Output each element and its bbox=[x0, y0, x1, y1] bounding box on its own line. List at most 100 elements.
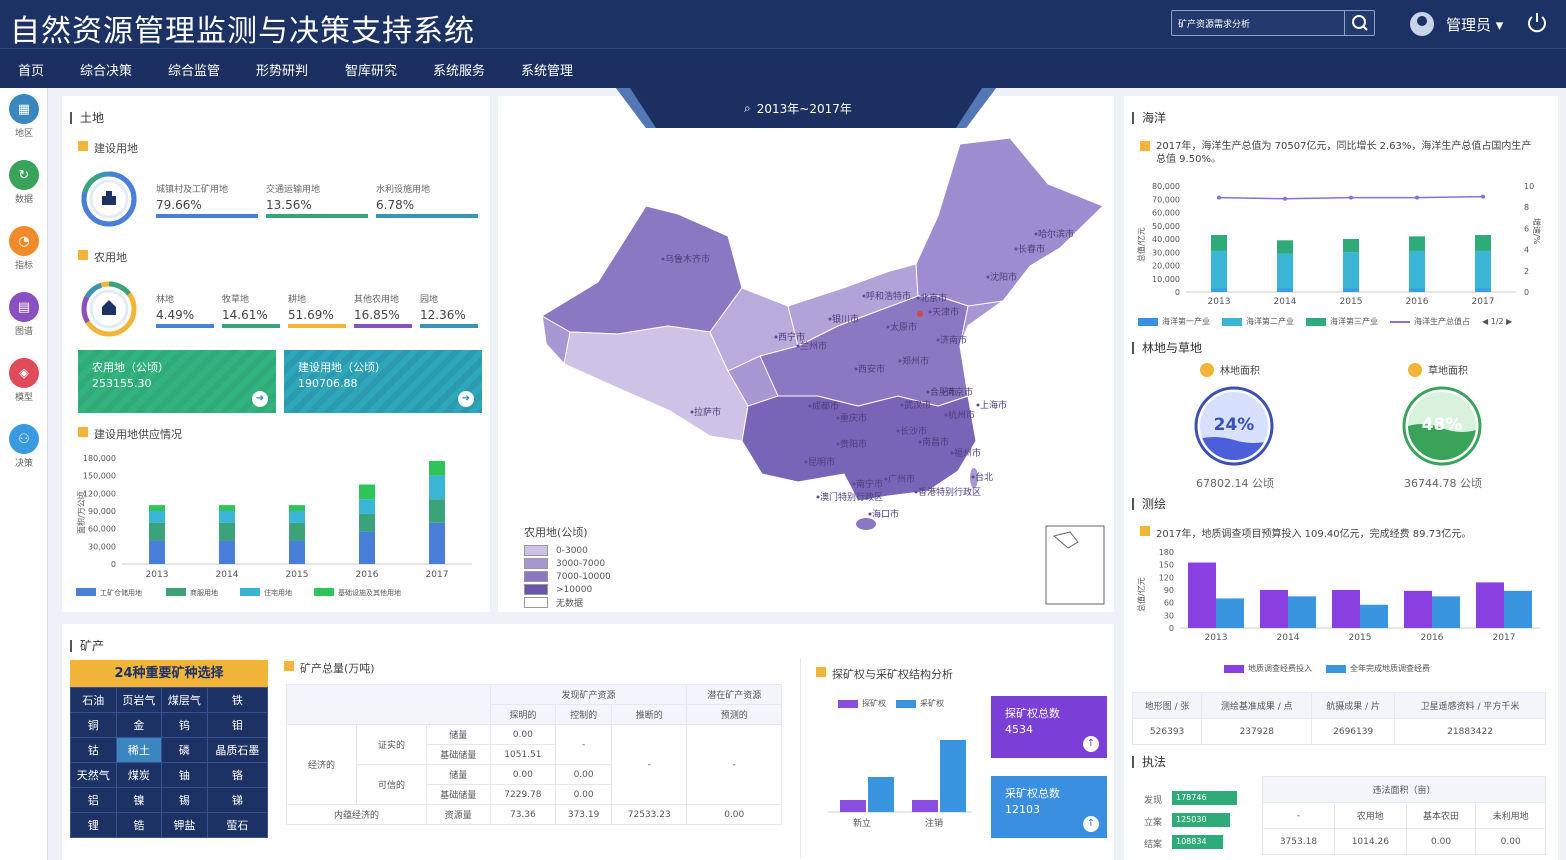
sidebar-item-graph[interactable]: ▤ 图谱 bbox=[0, 286, 48, 348]
stat-value: 14.61% bbox=[222, 308, 268, 322]
mineral-option[interactable]: 锆 bbox=[115, 812, 163, 838]
sidebar-item-region[interactable]: ▦ 地区 bbox=[0, 88, 48, 150]
table-cell: 内蕴经济的 bbox=[286, 804, 427, 825]
exploration-rights-card[interactable]: 探矿权总数 4534 ↑ bbox=[991, 696, 1107, 758]
mineral-option[interactable]: 萤石 bbox=[206, 812, 269, 838]
legend-item[interactable]: 无数据 bbox=[524, 596, 611, 609]
farmland-card[interactable]: 农用地（公顷） 253155.30 ➜ bbox=[78, 350, 276, 413]
legend-label[interactable]: 全年完成地质调查经费 bbox=[1350, 664, 1430, 673]
subsection-title: 建设用地 bbox=[78, 140, 138, 156]
legend-label[interactable]: 地质调查经费投入 bbox=[1248, 664, 1312, 673]
y2-tick-label: 8 bbox=[1524, 203, 1529, 212]
legend-item[interactable]: 3000-7000 bbox=[524, 557, 611, 570]
legend-item[interactable]: 0-3000 bbox=[524, 544, 611, 557]
power-button[interactable] bbox=[1524, 10, 1550, 36]
mineral-option[interactable]: 石油 bbox=[70, 687, 117, 713]
mineral-option[interactable]: 金 bbox=[115, 712, 163, 738]
legend-label[interactable]: 海洋第二产业 bbox=[1246, 317, 1294, 326]
nav-item-service[interactable]: 系统服务 bbox=[433, 64, 486, 79]
legend-item[interactable]: >10000 bbox=[524, 583, 611, 596]
bar bbox=[1277, 288, 1293, 292]
x-tick-label: 2013 bbox=[146, 570, 169, 580]
bar bbox=[1475, 288, 1491, 292]
mineral-option[interactable]: 页岩气 bbox=[115, 687, 163, 713]
arrow-up-icon[interactable]: ↑ bbox=[1083, 816, 1099, 832]
city-label: 重庆市 bbox=[840, 412, 867, 424]
mineral-option[interactable]: 钾盐 bbox=[161, 812, 208, 838]
arrow-up-icon[interactable]: ↑ bbox=[1083, 736, 1099, 752]
nav-item-home[interactable]: 首页 bbox=[18, 64, 45, 79]
law-bar: 108834 bbox=[1172, 835, 1223, 849]
mineral-option[interactable]: 铁 bbox=[206, 687, 269, 713]
city-marker bbox=[868, 512, 872, 516]
sidebar-item-indicator[interactable]: ◔ 指标 bbox=[0, 220, 48, 282]
mineral-option[interactable]: 铜 bbox=[70, 712, 117, 738]
city-label: 西安市 bbox=[858, 363, 885, 375]
user-menu[interactable]: 管理员 ▾ bbox=[1410, 10, 1503, 38]
stat-label: 耕地 bbox=[288, 295, 307, 305]
mineral-option[interactable]: 钴 bbox=[70, 737, 117, 763]
map-region-central[interactable] bbox=[759, 295, 969, 407]
mineral-option[interactable]: 铀 bbox=[161, 762, 208, 788]
mineral-option[interactable]: 锡 bbox=[161, 787, 208, 813]
city-label: 香港特别行政区 bbox=[918, 486, 981, 498]
construction-card[interactable]: 建设用地（公顷） 190706.88 ➜ bbox=[284, 350, 482, 413]
legend-item[interactable]: 7000-10000 bbox=[524, 570, 611, 583]
x-tick-label: 2017 bbox=[1493, 633, 1516, 643]
mineral-option[interactable]: 稀土 bbox=[115, 737, 163, 763]
search-button[interactable] bbox=[1344, 11, 1374, 35]
table-head: 控制的 bbox=[555, 704, 612, 725]
stat-label: 水利设施用地 bbox=[376, 185, 431, 195]
mining-rights-card[interactable]: 采矿权总数 12103 ↑ bbox=[991, 776, 1107, 838]
search-input[interactable] bbox=[1172, 11, 1342, 35]
stat-label: 林地 bbox=[156, 295, 175, 305]
legend-swatch bbox=[240, 588, 260, 596]
city-marker bbox=[916, 296, 920, 300]
legend-label[interactable]: 海洋第一产业 bbox=[1162, 317, 1210, 326]
nav-item-thinktank[interactable]: 智库研究 bbox=[345, 64, 398, 79]
mineral-option[interactable]: 煤炭 bbox=[115, 762, 163, 788]
mineral-option[interactable]: 晶质石墨 bbox=[206, 737, 269, 763]
stat-label: 牧草地 bbox=[222, 295, 250, 305]
nav-item-analysis[interactable]: 形势研判 bbox=[256, 64, 309, 79]
map-region-hainan[interactable] bbox=[856, 518, 876, 530]
mineral-option[interactable]: 铬 bbox=[206, 762, 269, 788]
mineral-option[interactable]: 铝 bbox=[70, 787, 117, 813]
law-table: 违法面积（亩） - 农用地 基本农田 未利用地 3753.18 1014.26 0.00 0.0… bbox=[1262, 776, 1546, 855]
y-tick-label: 60,000 bbox=[1152, 209, 1180, 218]
leaf-icon bbox=[1408, 362, 1422, 377]
nav-item-supervision[interactable]: 综合监管 bbox=[168, 64, 221, 79]
mineral-option[interactable]: 天然气 bbox=[70, 762, 117, 788]
legend-label[interactable]: 海洋生产总值占 bbox=[1414, 317, 1470, 326]
arrow-right-icon[interactable]: ➜ bbox=[458, 391, 474, 407]
mineral-option[interactable]: 锂 bbox=[70, 812, 117, 838]
sidebar-item-data[interactable]: ↻ 数据 bbox=[0, 154, 48, 216]
city-marker bbox=[886, 325, 890, 329]
city-label: 郑州市 bbox=[902, 355, 929, 367]
nav-item-admin[interactable]: 系统管理 bbox=[521, 64, 574, 79]
sidebar-item-model[interactable]: ◈ 模型 bbox=[0, 352, 48, 414]
y2-tick-label: 6 bbox=[1524, 224, 1529, 233]
legend-pager[interactable]: ◀ 1/2 ▶ bbox=[1482, 317, 1513, 326]
legend-label[interactable]: 海洋第三产业 bbox=[1330, 317, 1378, 326]
table-cell: 0.00 bbox=[555, 784, 612, 805]
card-value: 253155.30 bbox=[92, 377, 152, 390]
mineral-option[interactable]: 磷 bbox=[161, 737, 208, 763]
period-label[interactable]: ⌕ 2013年~2017年 bbox=[744, 100, 852, 117]
city-marker bbox=[804, 460, 808, 464]
x-tick-label: 2016 bbox=[356, 570, 379, 580]
sidebar-item-decision[interactable]: ⚇ 决策 bbox=[0, 418, 48, 480]
city-marker bbox=[928, 310, 932, 314]
arrow-right-icon[interactable]: ➜ bbox=[252, 391, 268, 407]
city-marker bbox=[918, 440, 922, 444]
mineral-option[interactable]: 镍 bbox=[115, 787, 163, 813]
mineral-option[interactable]: 钨 bbox=[161, 712, 208, 738]
map-region-xinjiang[interactable] bbox=[541, 205, 743, 335]
mineral-option[interactable]: 钼 bbox=[206, 712, 269, 738]
nav-item-decision[interactable]: 综合决策 bbox=[80, 64, 133, 79]
mineral-option[interactable]: 锑 bbox=[206, 787, 269, 813]
y-tick-label: 90,000 bbox=[88, 507, 116, 516]
card-value: 4534 bbox=[1005, 723, 1033, 736]
mineral-option[interactable]: 煤层气 bbox=[161, 687, 208, 713]
